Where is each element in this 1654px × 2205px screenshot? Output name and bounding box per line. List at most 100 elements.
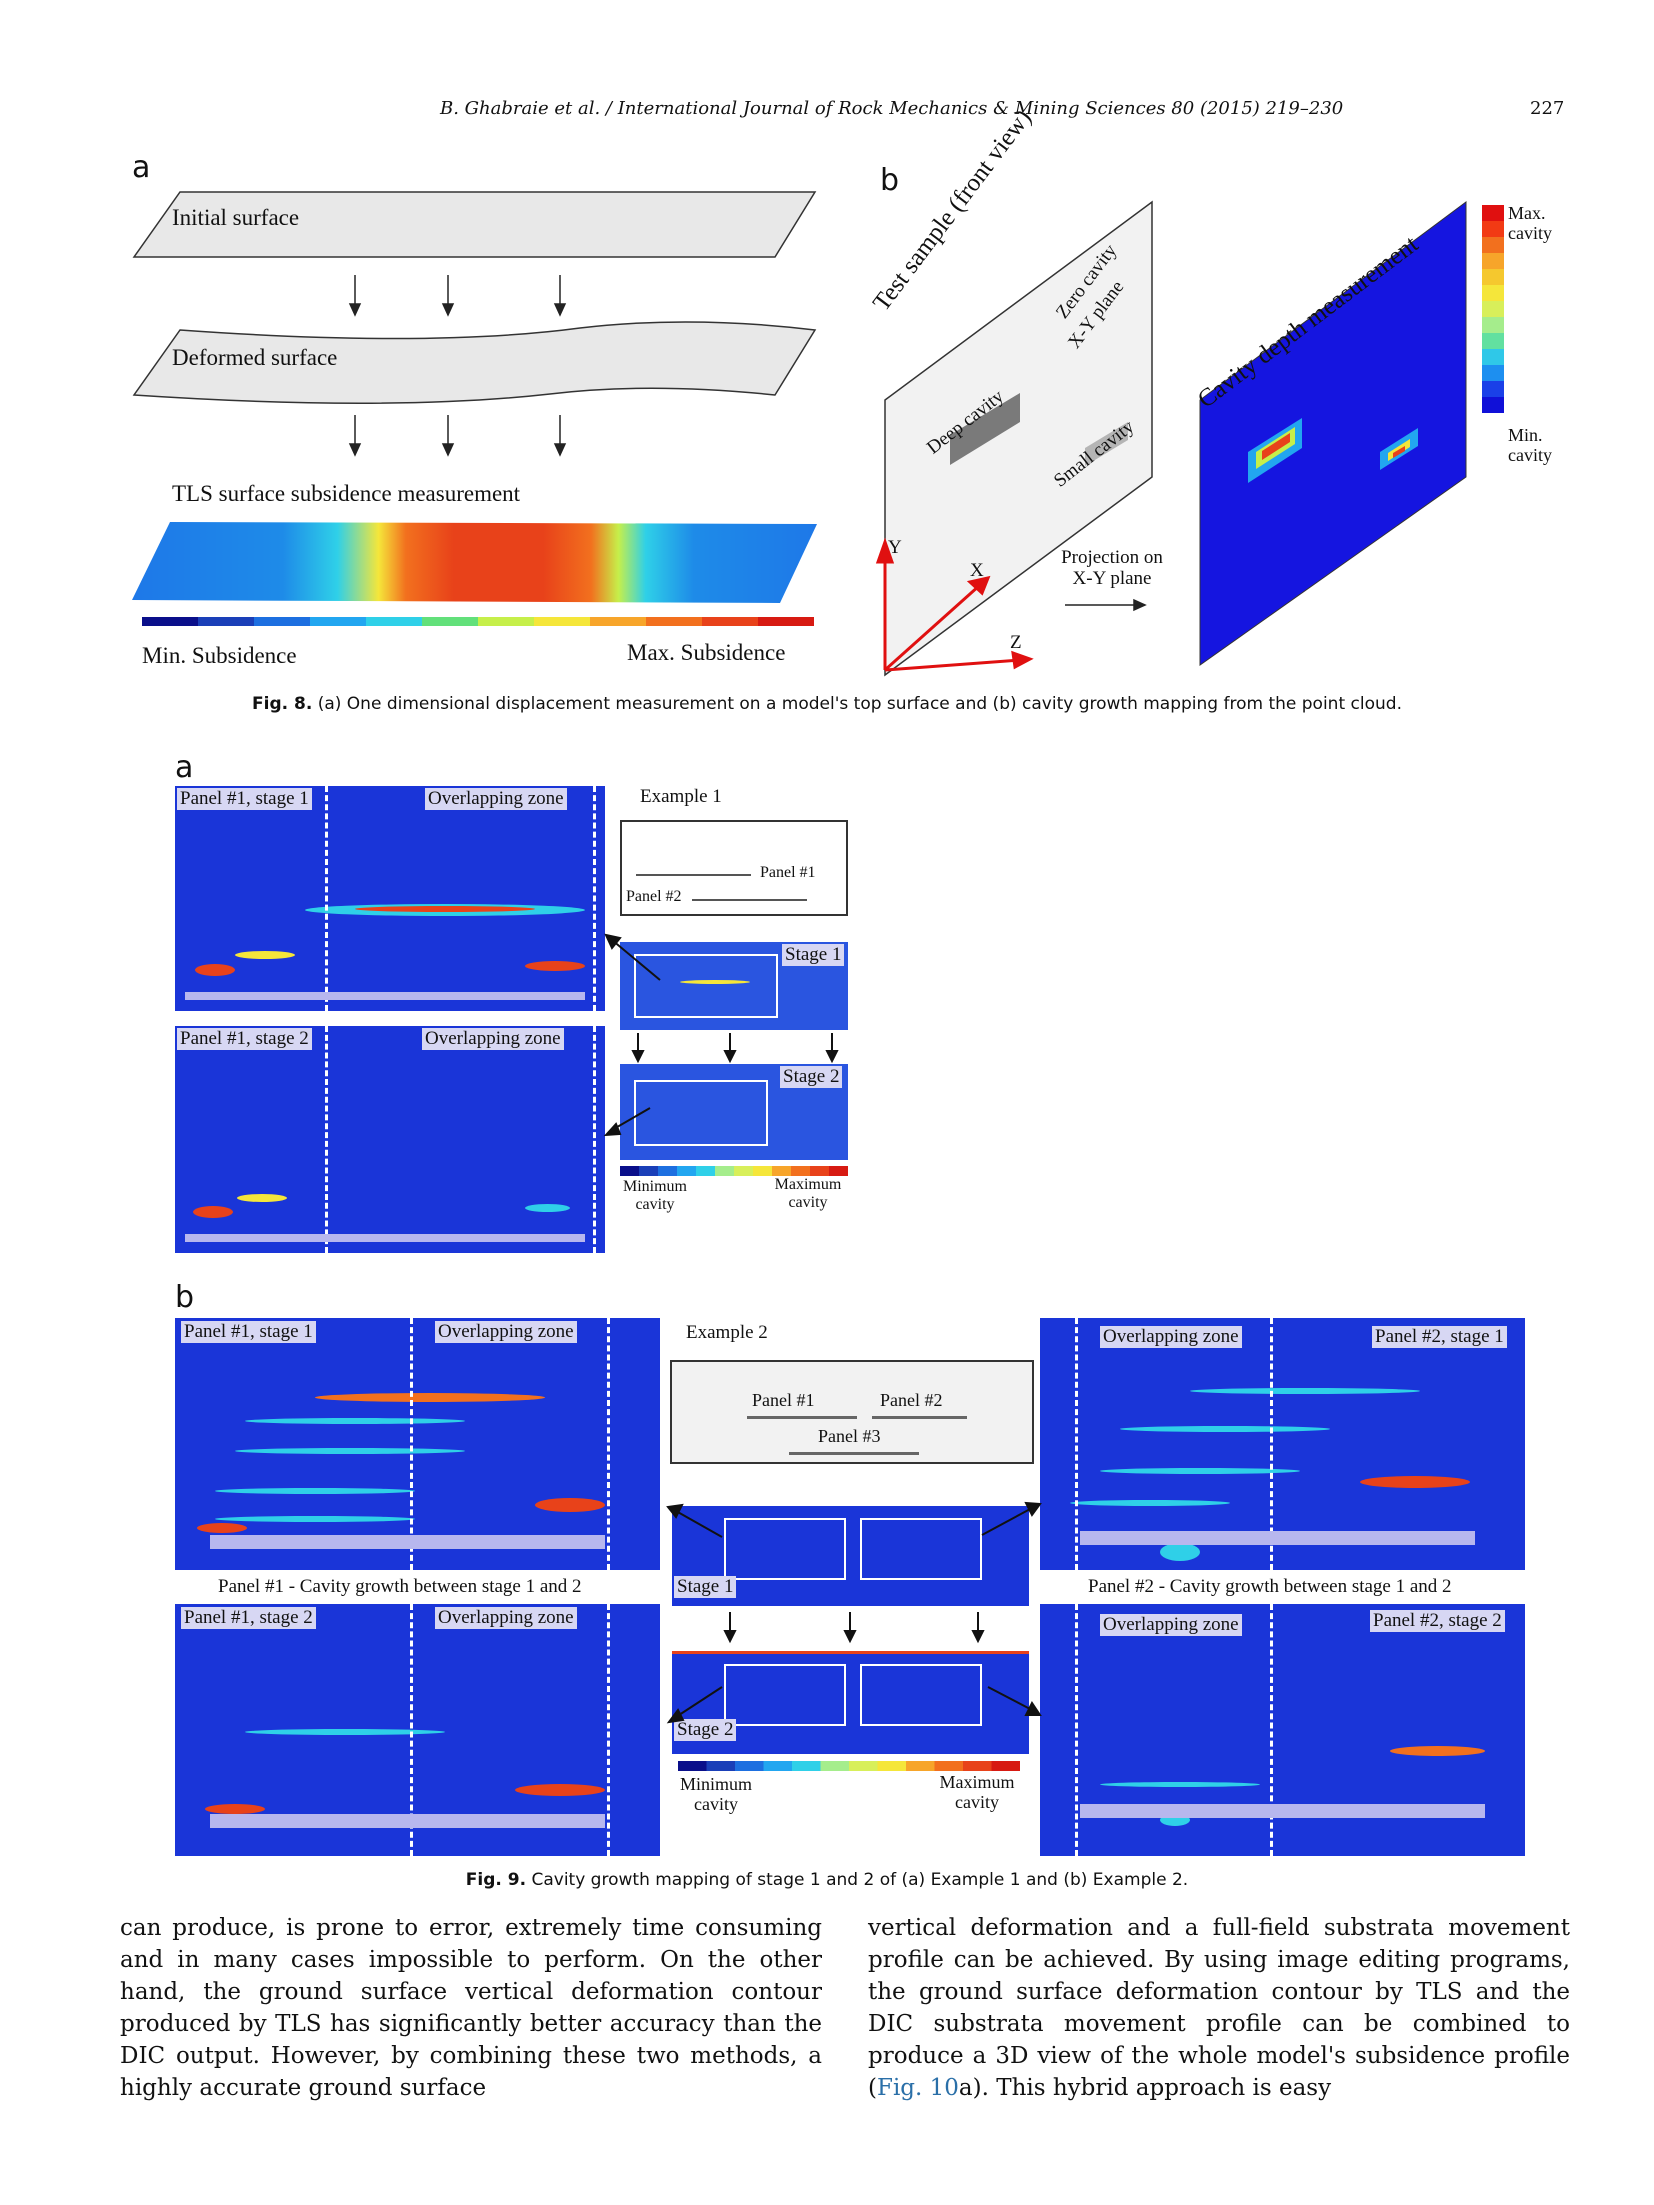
- overlap-label-b3: Overlapping zone: [1100, 1326, 1242, 1348]
- example2-stage2-thumb: Stage 2: [672, 1651, 1029, 1754]
- fig9b-max-label: Maximum cavity: [932, 1772, 1022, 1812]
- fig9a-max-line-1: Maximum: [774, 1176, 842, 1193]
- panel1-stage2-label: Panel #1, stage 2: [177, 1028, 312, 1050]
- fig9a-panel1-stage2-map: Panel #1, stage 2 Overlapping zone: [175, 1026, 605, 1253]
- subsidence-color-scale: [142, 617, 814, 626]
- example1-schematic: Panel #1 Panel #2: [620, 820, 848, 916]
- down-arrows-1: [348, 275, 567, 317]
- deep-cavity-shape: [950, 393, 1020, 465]
- fig8-caption-text: (a) One dimensional displacement measure…: [317, 694, 1402, 714]
- fig9b-arrows: [666, 1501, 1042, 1724]
- fig9a-arrows: [603, 933, 839, 1137]
- fig9b-max-line-1: Maximum: [939, 1772, 1015, 1792]
- example2-panel1: Panel #1: [752, 1390, 815, 1410]
- fig8-caption-label: Fig. 8.: [252, 694, 313, 714]
- min-cavity-line-2: cavity: [1508, 445, 1552, 465]
- deformed-surface-label: Deformed surface: [172, 345, 338, 370]
- b-panel2-stage2-label: Panel #2, stage 2: [1370, 1610, 1505, 1632]
- fig9a-color-scale: [620, 1166, 848, 1176]
- panel1-growth-caption: Panel #1 - Cavity growth between stage 1…: [218, 1576, 582, 1597]
- body-right-column: vertical deformation and a full-field su…: [868, 1912, 1570, 2104]
- stage2-label-a: Stage 2: [780, 1066, 843, 1088]
- fig9a-min-label: Minimum cavity: [620, 1178, 690, 1214]
- stage1-label-b: Stage 1: [674, 1576, 737, 1598]
- tls-title: TLS surface subsidence measurement: [172, 481, 521, 506]
- axis-y-label: Y: [888, 537, 902, 558]
- b-panel1-stage2-label: Panel #1, stage 2: [181, 1607, 316, 1629]
- example2-schematic: Panel #1 Panel #2 Panel #3: [670, 1360, 1034, 1464]
- projection-arrow: [1065, 598, 1147, 612]
- fig9a-max-label: Maximum cavity: [768, 1176, 848, 1212]
- body-left-column: can produce, is prone to error, extremel…: [120, 1915, 822, 2101]
- stage2-label-b: Stage 2: [674, 1719, 737, 1741]
- panel1-stage1-label: Panel #1, stage 1: [177, 788, 312, 810]
- panel2-growth-caption: Panel #2 - Cavity growth between stage 1…: [1088, 1576, 1452, 1597]
- max-cavity-line-1: Max.: [1508, 203, 1546, 223]
- fig8b-diagram: [875, 200, 1504, 677]
- fig9a-min-line-1: Minimum: [622, 1178, 687, 1195]
- journal-citation: B. Ghabraie et al. / International Journ…: [440, 98, 1344, 119]
- fig9-panel-a-label: a: [175, 750, 194, 785]
- fig9b-panel2-stage1-map: Overlapping zone Panel #2, stage 1: [1040, 1318, 1525, 1570]
- deep-cavity-heatmap: [1248, 418, 1302, 483]
- min-subsidence-label: Min. Subsidence: [142, 643, 297, 668]
- fig9a-max-line-2: cavity: [788, 1194, 828, 1211]
- body-right-text-2: a). This hybrid approach is easy: [958, 2075, 1332, 2101]
- fig9b-min-line-1: Minimum: [679, 1774, 752, 1794]
- body-right-text-1: vertical deformation and a full-field su…: [868, 1915, 1570, 2101]
- b-panel1-stage1-label: Panel #1, stage 1: [181, 1321, 316, 1343]
- overlap-label-b1: Overlapping zone: [435, 1321, 577, 1343]
- projection-label: Projection on X-Y plane: [1052, 547, 1172, 589]
- fig9b-panel1-stage1-map: Panel #1, stage 1 Overlapping zone: [175, 1318, 660, 1570]
- fig9a-panel1-stage1-map: Panel #1, stage 1 Overlapping zone: [175, 786, 605, 1011]
- min-cavity-line-1: Min.: [1508, 425, 1543, 445]
- fig9b-max-line-2: cavity: [955, 1792, 999, 1812]
- fig8-panel-b-label: b: [880, 163, 900, 198]
- initial-surface-label: Initial surface: [172, 205, 300, 230]
- example1-stage2-thumb: Stage 2: [620, 1064, 848, 1160]
- b-panel2-stage1-label: Panel #2, stage 1: [1372, 1326, 1507, 1348]
- fig9-caption-label: Fig. 9.: [465, 1870, 527, 1890]
- stage1-label-a: Stage 1: [782, 944, 845, 966]
- fig10-link[interactable]: Fig. 10: [876, 2075, 959, 2101]
- cavity-color-scale: [1482, 205, 1504, 413]
- cavity-depth-plane: [1199, 201, 1467, 666]
- overlap-label-a1: Overlapping zone: [425, 788, 567, 810]
- fig9b-min-label: Minimum cavity: [676, 1774, 756, 1814]
- example1-stage1-thumb: Stage 1: [620, 942, 848, 1030]
- initial-surface-shape: [132, 191, 817, 258]
- example2-panel3: Panel #3: [818, 1426, 881, 1446]
- fig9b-min-line-2: cavity: [694, 1794, 738, 1814]
- tls-subsidence-surface: [132, 522, 817, 603]
- fig9b-panel2-stage2-map: Overlapping zone Panel #2, stage 2: [1040, 1604, 1525, 1856]
- fig9-caption-text: Cavity growth mapping of stage 1 and 2 o…: [531, 1870, 1189, 1890]
- example1-panel2: Panel #2: [626, 888, 682, 905]
- projection-line-2: X-Y plane: [1072, 568, 1152, 589]
- example1-label: Example 1: [640, 786, 722, 807]
- example2-stage1-thumb: Stage 1: [672, 1506, 1029, 1606]
- max-cavity-line-2: cavity: [1508, 223, 1552, 243]
- axis-z-label: Z: [1010, 632, 1022, 653]
- fig9-caption: Fig. 9. Cavity growth mapping of stage 1…: [0, 1870, 1654, 1890]
- overlap-label-b4: Overlapping zone: [1100, 1614, 1242, 1636]
- fig9-panel-b-label: b: [175, 1280, 195, 1315]
- fig9b-color-scale: [678, 1761, 1020, 1771]
- fig8a-diagram: [132, 191, 817, 626]
- overlap-label-b2: Overlapping zone: [435, 1607, 577, 1629]
- fig9a-min-line-2: cavity: [635, 1196, 675, 1213]
- max-subsidence-label: Max. Subsidence: [627, 640, 786, 665]
- overlap-label-a2: Overlapping zone: [422, 1028, 564, 1050]
- small-cavity-heatmap: [1380, 428, 1418, 470]
- small-cavity-shape: [1085, 422, 1128, 466]
- axis-x-label: X: [970, 560, 984, 581]
- fig8-caption: Fig. 8. (a) One dimensional displacement…: [0, 694, 1654, 714]
- max-cavity-label: Max. cavity: [1508, 203, 1552, 243]
- xyz-axes: [875, 537, 1034, 672]
- deformed-surface-shape: [132, 321, 817, 405]
- min-cavity-label: Min. cavity: [1508, 425, 1552, 465]
- example2-panel2: Panel #2: [880, 1390, 943, 1410]
- fig9b-panel1-stage2-map: Panel #1, stage 2 Overlapping zone: [175, 1604, 660, 1856]
- down-arrows-2: [348, 415, 567, 457]
- example2-label: Example 2: [686, 1322, 768, 1343]
- projection-line-1: Projection on: [1061, 547, 1163, 568]
